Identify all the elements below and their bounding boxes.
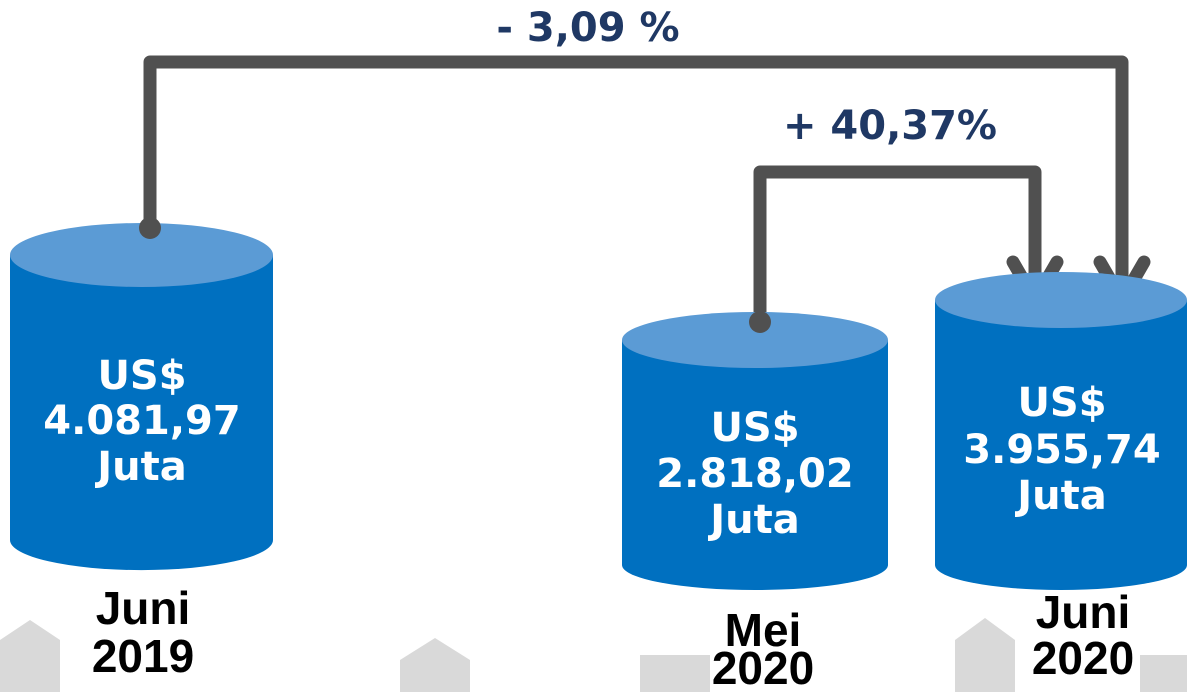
dot xyxy=(139,217,161,239)
period-label: 2020 xyxy=(1032,632,1134,684)
value-line: Juta xyxy=(94,444,186,490)
period-label: Juni xyxy=(1036,586,1131,638)
value-line: 2.818,02 xyxy=(656,451,853,497)
change-label: - 3,09 % xyxy=(496,5,679,51)
value-line: Juta xyxy=(1014,473,1106,519)
period-label: 2019 xyxy=(92,630,194,682)
value-line: Juta xyxy=(707,497,799,543)
period-label: 2020 xyxy=(712,642,814,692)
change-label: + 40,37% xyxy=(783,103,997,149)
value-line: 3.955,74 xyxy=(963,427,1160,473)
value-line: US$ xyxy=(97,353,186,399)
value-line: 4.081,97 xyxy=(43,398,240,444)
value-line: US$ xyxy=(710,405,799,451)
diagram: - 3,09 % + 40,37% US$ 4.081,97 Juta US$ … xyxy=(0,0,1187,692)
dot xyxy=(749,311,771,333)
value-line: US$ xyxy=(1017,380,1106,426)
period-label: Juni xyxy=(96,582,191,634)
